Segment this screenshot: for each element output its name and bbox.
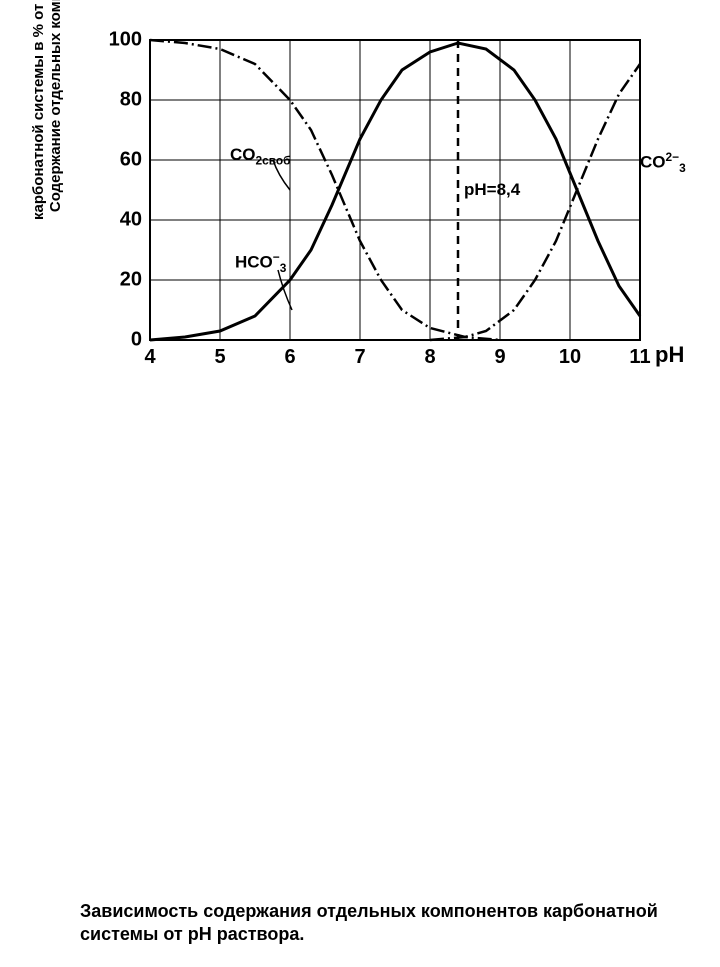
ylabel-line2: карбонатной системы в % от их общего xyxy=(30,0,47,220)
y-axis-label: карбонатной системы в % от их общего Сод… xyxy=(30,0,65,220)
x-tick: 9 xyxy=(494,340,505,369)
carbonate-chart: карбонатной системы в % от их общего Сод… xyxy=(20,20,700,520)
x-tick: 10 xyxy=(559,340,581,369)
y-tick: 20 xyxy=(120,269,150,292)
series-label-CO3: CO2−3 xyxy=(640,150,686,175)
x-tick: 8 xyxy=(424,340,435,369)
x-axis-label: pH xyxy=(655,342,684,368)
plot-svg xyxy=(150,40,640,340)
plot-area: 0204060801004567891011pHCO2свобHCO−3CO2−… xyxy=(150,40,640,340)
x-tick: 7 xyxy=(354,340,365,369)
y-tick: 100 xyxy=(109,29,150,52)
caption: Зависимость содержания отдельных компоне… xyxy=(80,900,700,947)
y-tick: 60 xyxy=(120,149,150,172)
series-label-CO2_free: CO2своб xyxy=(230,145,291,167)
y-tick: 80 xyxy=(120,89,150,112)
x-tick: 11 xyxy=(629,340,650,369)
series-label-HCO3: HCO−3 xyxy=(235,250,286,275)
annotation-label: pH=8,4 xyxy=(464,180,520,200)
y-tick: 40 xyxy=(120,209,150,232)
x-tick: 4 xyxy=(144,340,155,369)
ylabel-line1: Содержание отдельных компонентов xyxy=(47,0,64,212)
x-tick: 6 xyxy=(284,340,295,369)
x-tick: 5 xyxy=(214,340,225,369)
